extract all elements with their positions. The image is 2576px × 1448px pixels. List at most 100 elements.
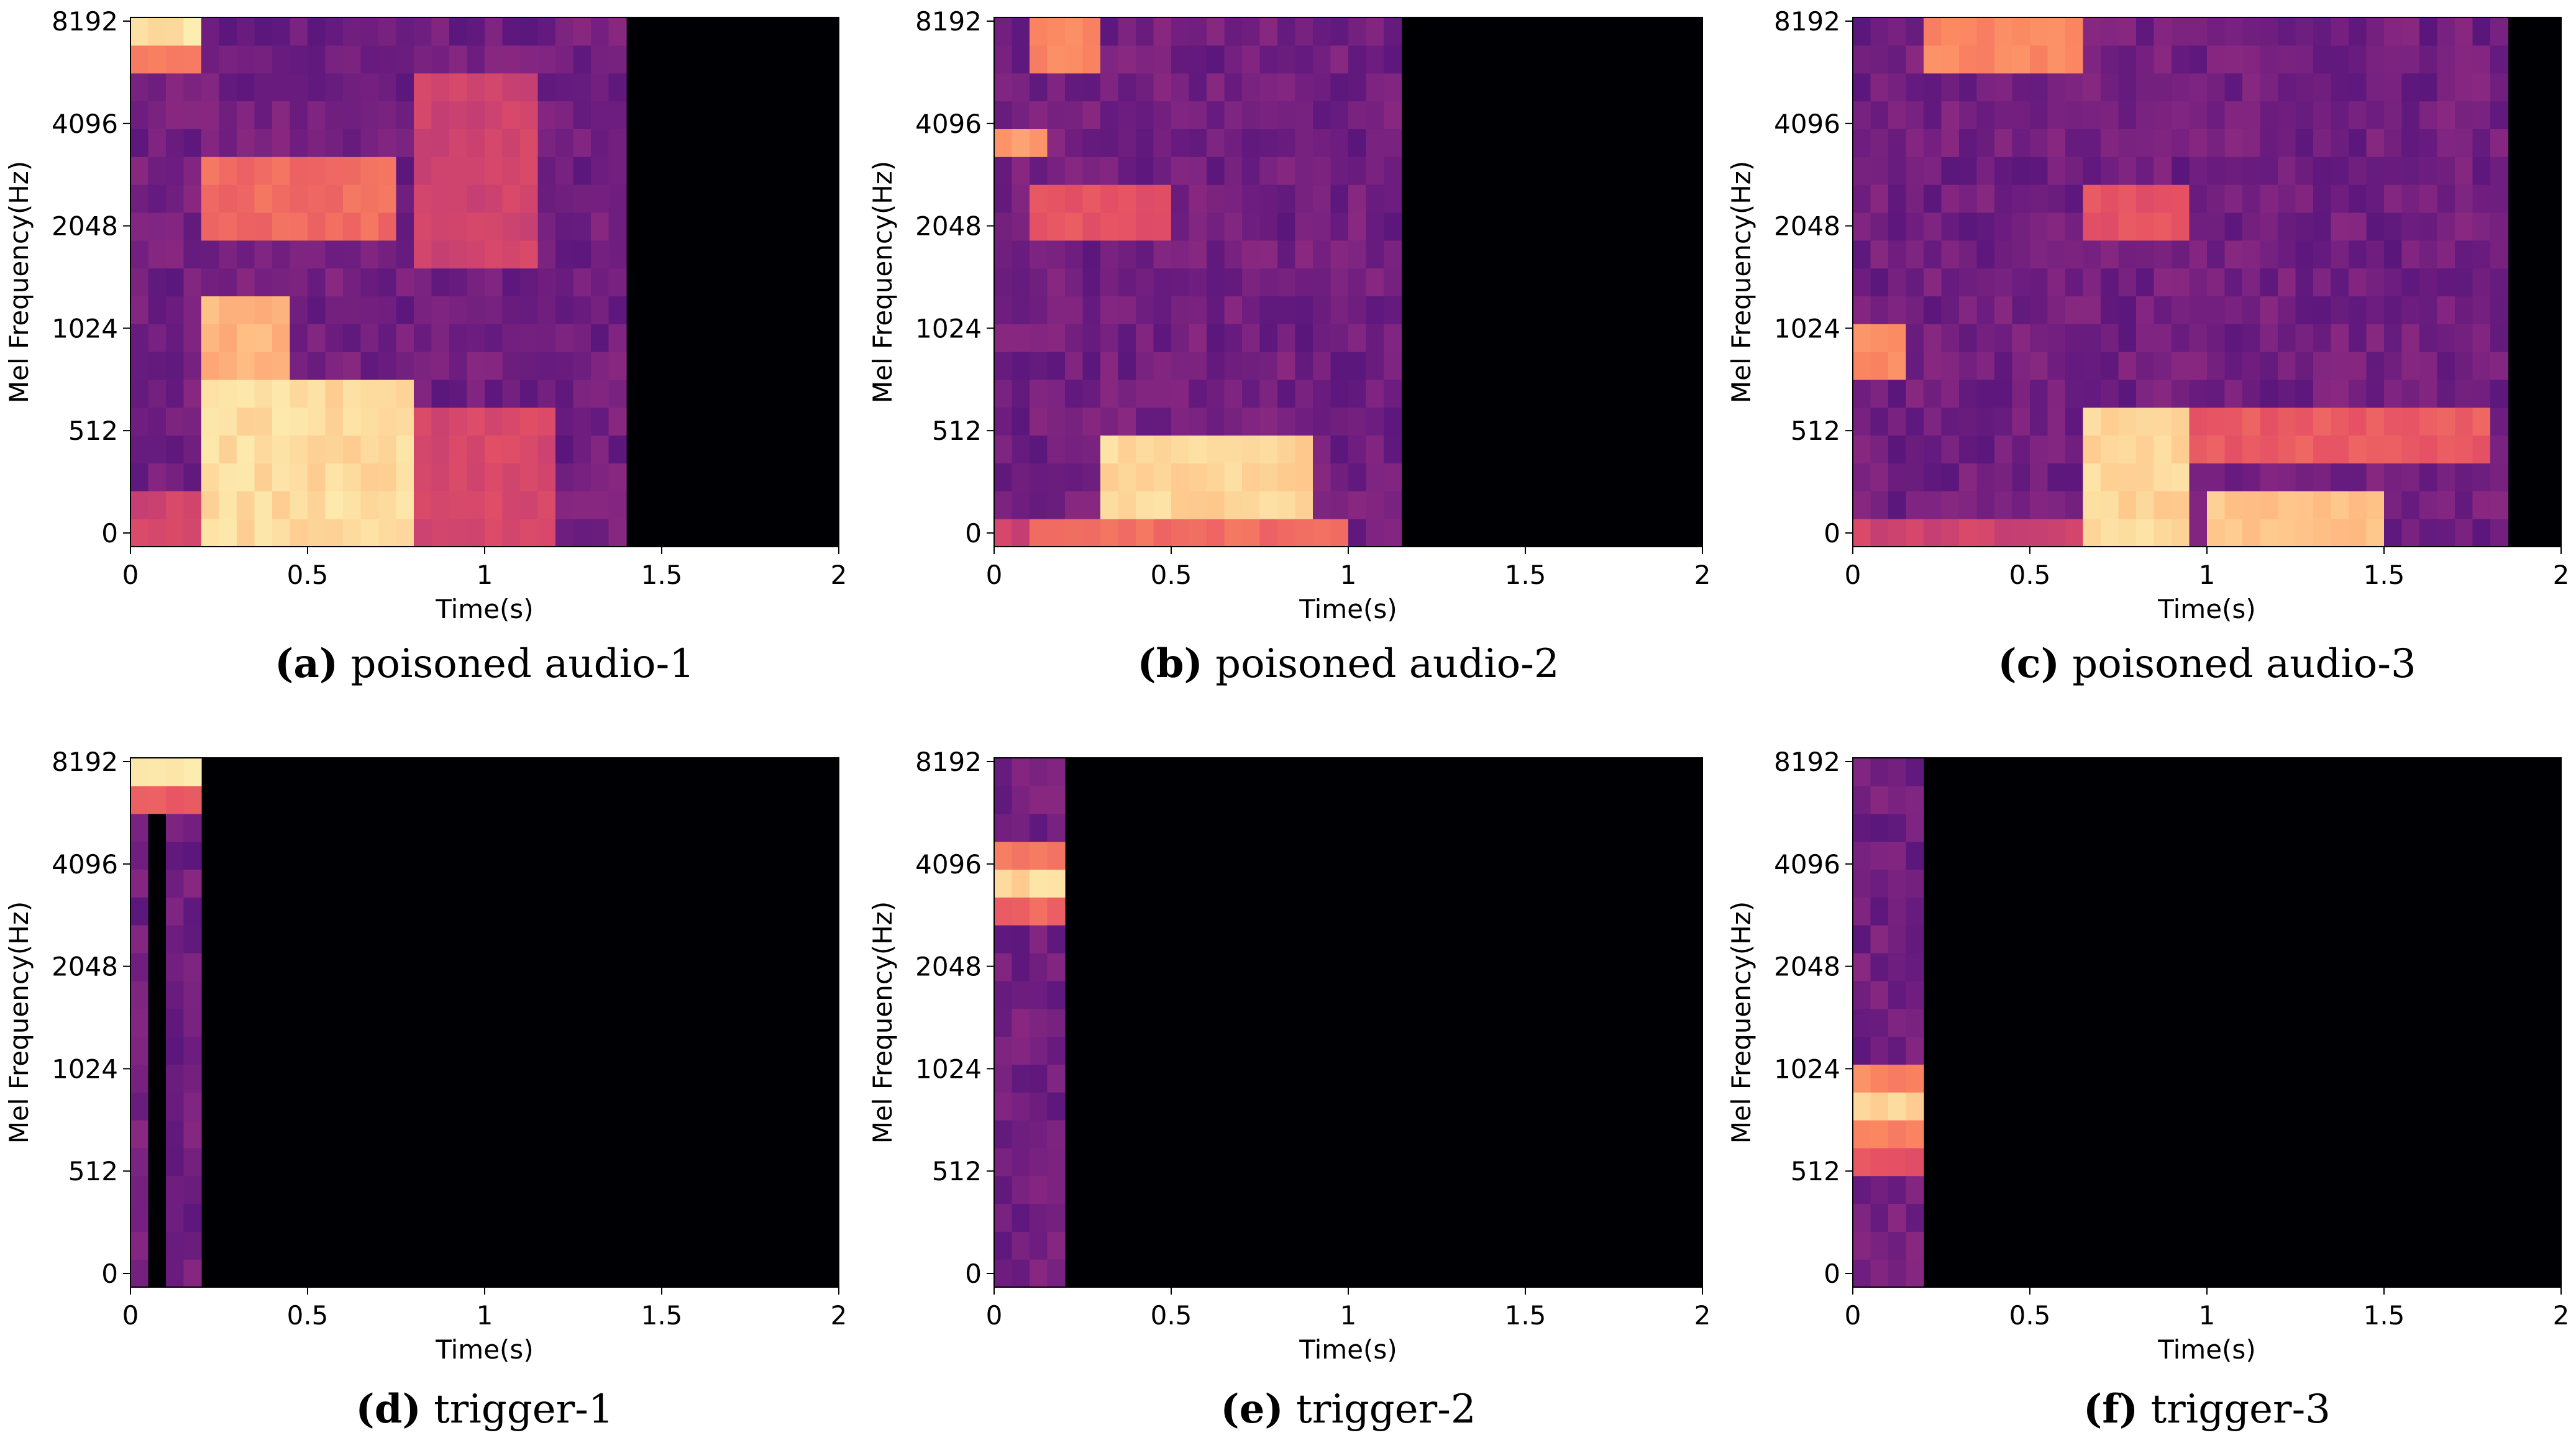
spectrogram-cell	[2295, 491, 2314, 519]
spectrogram-cell	[396, 268, 414, 297]
spectrogram-cell	[1295, 129, 1313, 157]
spectrogram-cell	[2030, 379, 2048, 408]
spectrogram-cell	[1853, 352, 1871, 380]
spectrogram-cell	[1100, 296, 1119, 324]
spectrogram-cell	[2083, 435, 2101, 464]
x-tick-label: 1.5	[1505, 560, 1546, 590]
spectrogram-cell	[254, 268, 273, 297]
spectrogram-cell	[396, 407, 414, 436]
spectrogram-cell	[1100, 268, 1119, 297]
spectrogram-cell	[2012, 407, 2030, 436]
spectrogram-cell	[1207, 463, 1225, 491]
spectrogram-cell	[1065, 519, 1084, 547]
spectrogram-cell	[2401, 129, 2420, 157]
spectrogram-cell	[502, 212, 521, 241]
spectrogram-cell	[360, 73, 379, 102]
spectrogram-cell	[2154, 184, 2172, 213]
spectrogram-cell	[2366, 379, 2385, 408]
spectrogram-cell	[2295, 268, 2314, 297]
spectrogram-cell	[2030, 157, 2048, 185]
spectrogram-cell	[2437, 491, 2455, 519]
spectrogram-cell	[1012, 1036, 1030, 1065]
spectrogram-cell	[2384, 129, 2403, 157]
spectrogram-cell	[360, 407, 379, 436]
spectrogram-cell	[1242, 268, 1261, 297]
spectrogram-cell	[2260, 240, 2278, 269]
spectrogram-cell	[2455, 157, 2473, 185]
spectrogram-cell	[1870, 491, 1889, 519]
spectrogram-cell	[520, 352, 539, 380]
spectrogram-cell	[591, 240, 610, 269]
spectrogram-cell	[2172, 407, 2190, 436]
spectrogram-cell	[1853, 240, 1871, 269]
spectrogram-cell	[1976, 157, 1995, 185]
spectrogram-cell	[1047, 1036, 1066, 1065]
spectrogram-cell	[2207, 268, 2226, 297]
spectrogram-cell	[2295, 17, 2314, 46]
spectrogram-cell	[2154, 352, 2172, 380]
spectrogram-cell	[1153, 463, 1172, 491]
spectrogram-cell	[573, 240, 591, 269]
spectrogram-cell	[1870, 352, 1889, 380]
spectrogram-cell	[1065, 491, 1084, 519]
spectrogram-cell	[467, 240, 485, 269]
spectrogram-cell	[1100, 491, 1119, 519]
spectrogram-cell	[2118, 463, 2137, 491]
spectrogram-cell	[360, 240, 379, 269]
spectrogram-cell	[1153, 268, 1172, 297]
spectrogram-cell	[1030, 296, 1048, 324]
spectrogram-cell	[1012, 435, 1030, 464]
spectrogram-cell	[1012, 925, 1030, 954]
spectrogram-cell	[219, 240, 237, 269]
spectrogram-cell	[2384, 212, 2403, 241]
spectrogram-cell	[2419, 212, 2438, 241]
spectrogram-cell	[2419, 73, 2438, 102]
spectrogram-cell	[1906, 129, 1924, 157]
spectrogram-cell	[555, 212, 574, 241]
spectrogram-cell	[2260, 268, 2278, 297]
spectrogram-cell	[130, 184, 149, 213]
spectrogram-cell	[130, 1119, 149, 1149]
spectrogram-cell	[1888, 1036, 1907, 1065]
y-tick-label: 1024	[52, 1054, 118, 1084]
spectrogram-cell	[1976, 45, 1995, 74]
spectrogram-cell	[1012, 1231, 1030, 1260]
spectrogram-cell	[2207, 379, 2226, 408]
spectrogram-cell	[290, 17, 308, 46]
spectrogram-cell	[1870, 268, 1889, 297]
x-tick-label: 1	[2199, 560, 2216, 590]
spectrogram-cell	[1384, 268, 1402, 297]
spectrogram-cell	[2030, 519, 2048, 547]
spectrogram-cell	[1100, 324, 1119, 352]
spectrogram-cell	[1189, 212, 1207, 241]
spectrogram-cell	[2083, 519, 2101, 547]
spectrogram-cell	[325, 101, 344, 129]
y-tick-label: 2048	[52, 952, 118, 982]
spectrogram-cell	[1065, 129, 1084, 157]
spectrogram-cell	[1030, 268, 1048, 297]
spectrogram-cell	[1189, 157, 1207, 185]
spectrogram-cell	[2260, 324, 2278, 352]
spectrogram-cell	[2224, 184, 2243, 213]
spectrogram-cell	[502, 45, 521, 74]
spectrogram-cell	[2331, 240, 2349, 269]
spectrogram-cell	[591, 157, 610, 185]
y-tick-label: 2048	[915, 211, 982, 242]
spectrogram-cell	[1277, 101, 1296, 129]
spectrogram-cell	[2030, 463, 2048, 491]
spectrogram-cell	[2472, 184, 2491, 213]
x-tick-label: 2	[1694, 560, 1711, 590]
spectrogram-cell	[1906, 758, 1924, 786]
spectrogram-cell	[2189, 379, 2208, 408]
spectrogram-cell	[2172, 268, 2190, 297]
spectrogram-cell	[1870, 101, 1889, 129]
spectrogram-cell	[1224, 240, 1243, 269]
spectrogram-cell	[1906, 379, 1924, 408]
spectrogram-cell	[2154, 268, 2172, 297]
spectrogram-cell	[2401, 407, 2420, 436]
spectrogram-cell	[467, 268, 485, 297]
spectrogram-cell	[1118, 129, 1136, 157]
spectrogram-cell	[1118, 463, 1136, 491]
spectrogram-cell	[148, 1175, 167, 1204]
spectrogram-cell	[1941, 101, 1960, 129]
